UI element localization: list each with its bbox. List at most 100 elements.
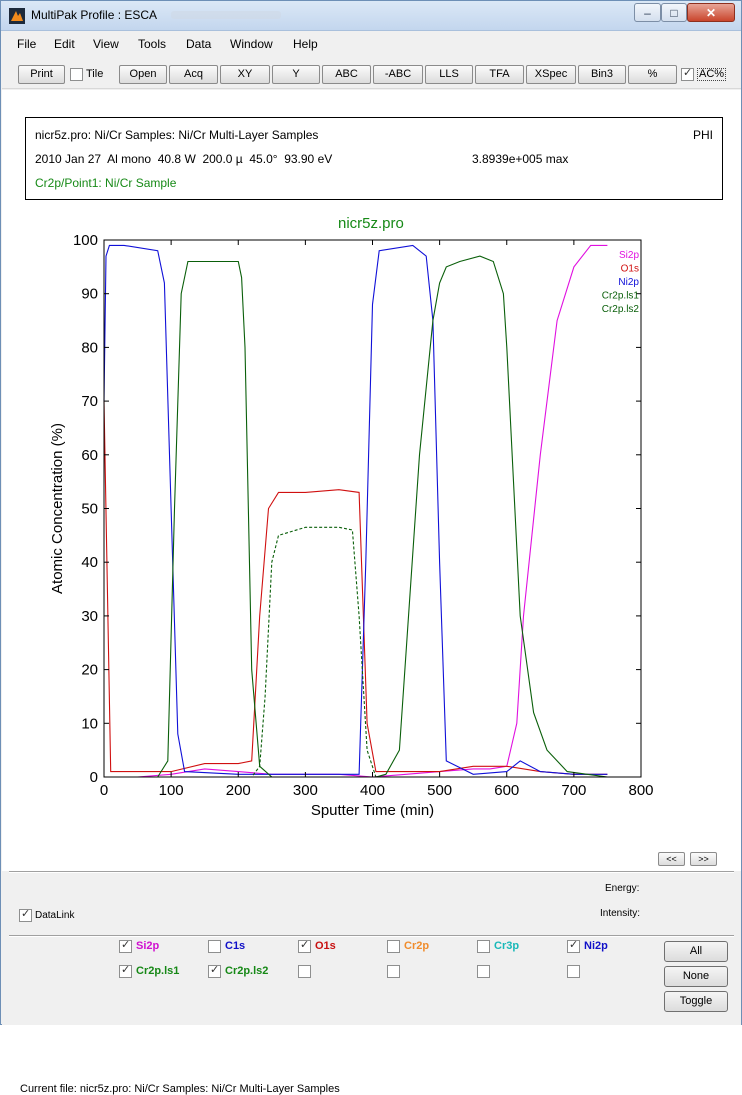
chart-title: nicr5z.pro [338, 215, 404, 232]
x-tick-label: 500 [427, 782, 452, 799]
ni2p-label: Ni2p [584, 940, 608, 952]
tile-checkbox[interactable] [70, 68, 83, 81]
all-button[interactable]: All [664, 941, 728, 962]
menu-data[interactable]: Data [186, 37, 212, 51]
legend-entry-ni2p: Ni2p [618, 277, 639, 288]
empty-2-3-checkbox[interactable] [387, 965, 400, 978]
y-tick-label: 30 [81, 608, 98, 625]
c1s-checkbox[interactable] [208, 940, 221, 953]
o1s-checkbox[interactable] [298, 938, 311, 953]
tile-label: Tile [86, 68, 104, 80]
profile-chart[interactable]: 0 100 200 300 400 500 600 700 800 0 10 20 30 40 50 60 70… [2, 90, 741, 850]
empty-2-5-checkbox[interactable] [567, 965, 580, 978]
xspec-button[interactable]: XSpec [526, 65, 576, 84]
y-tick-label: 60 [81, 447, 98, 464]
info-max: 3.8939e+005 max [472, 152, 569, 166]
info-filename: nicr5z.pro: Ni/Cr Samples: Ni/Cr Multi-L… [35, 128, 319, 142]
none-button[interactable]: None [664, 966, 728, 987]
next-button[interactable]: >> [690, 852, 717, 866]
cr2p-ls1-checkbox[interactable] [119, 963, 132, 978]
x-tick-label: 800 [628, 782, 653, 799]
y-axis-label: Atomic Concentration (%) [49, 423, 66, 594]
bottom-panel: Energy: Intensity: DataLink Si2p C1s O1s Cr… [2, 871, 741, 1095]
x-tick-label: 400 [360, 782, 385, 799]
legend-entry-si2p: Si2p [619, 250, 639, 261]
cr2p-ls2-label: Cr2p.ls2 [225, 965, 269, 977]
y-tick-label: 90 [81, 286, 98, 303]
lls-button[interactable]: LLS [425, 65, 473, 84]
o1s-label: O1s [315, 940, 336, 952]
empty-2-4-checkbox[interactable] [477, 965, 490, 978]
energy-label: Energy: [605, 883, 640, 894]
y-tick-label: 70 [81, 393, 98, 410]
cr2p-ls2-checkbox[interactable] [208, 963, 221, 978]
maximize-button[interactable]: □ [661, 3, 687, 22]
series-line-cr2p-ls2 [104, 526, 608, 778]
acq-button[interactable]: Acq [169, 65, 218, 84]
series-line-ni2p [103, 244, 608, 775]
open-button[interactable]: Open [119, 65, 167, 84]
c1s-label: C1s [225, 940, 246, 952]
menu-tools[interactable]: Tools [138, 37, 167, 51]
datalink-label: DataLink [35, 910, 75, 921]
menu-help[interactable]: Help [293, 37, 318, 51]
toggle-button[interactable]: Toggle [664, 991, 728, 1012]
middle-divider [9, 935, 734, 937]
x-tick-label: 700 [561, 782, 586, 799]
y-tick-label: 10 [81, 715, 98, 732]
maximize-icon: □ [670, 6, 678, 20]
cr2p-checkbox[interactable] [387, 940, 400, 953]
menu-view[interactable]: View [93, 37, 119, 51]
ni2p-checkbox[interactable] [567, 938, 580, 953]
y-tick-label: 50 [81, 501, 98, 518]
series-line-cr2p-ls1 [104, 255, 608, 778]
xy-button[interactable]: XY [220, 65, 270, 84]
title-bar[interactable]: MultiPak Profile : ESCA – □ ✕ [1, 1, 741, 31]
menu-edit[interactable]: Edit [54, 37, 75, 51]
datalink-checkbox[interactable] [19, 907, 32, 922]
legend-entry-cr2p-ls1: Cr2p.ls1 [602, 291, 640, 302]
y-tick-label: 80 [81, 339, 98, 356]
intensity-label: Intensity: [600, 908, 641, 919]
menu-file[interactable]: File [17, 37, 37, 51]
close-button[interactable]: ✕ [687, 3, 735, 22]
blurred-title-region [171, 11, 281, 19]
status-current-file: Current file: nicr5z.pro: Ni/Cr Samples:… [20, 1083, 340, 1095]
menu-window[interactable]: Window [230, 37, 273, 51]
series-line-o1s [103, 401, 608, 775]
menu-bar: File Edit View Tools Data Window Help [2, 32, 741, 56]
minus-abc-button[interactable]: -ABC [373, 65, 423, 84]
close-icon: ✕ [705, 6, 717, 20]
window-title: MultiPak Profile : ESCA [31, 8, 158, 22]
bin3-button[interactable]: Bin3 [578, 65, 626, 84]
percent-button[interactable]: % [628, 65, 677, 84]
ac-percent-checkbox[interactable] [681, 66, 694, 81]
ac-percent-label: AC% [697, 68, 727, 81]
minimize-button[interactable]: – [634, 3, 661, 22]
print-button[interactable]: Print [18, 65, 65, 84]
info-region: Cr2p/Point1: Ni/Cr Sample [35, 176, 177, 190]
cr3p-checkbox[interactable] [477, 940, 490, 953]
legend-entry-o1s: O1s [621, 264, 639, 275]
legend-entry-cr2p-ls2: Cr2p.ls2 [602, 304, 640, 315]
x-axis-label: Sputter Time (min) [311, 802, 434, 819]
info-acquisition: 2010 Jan 27 Al mono 40.8 W 200.0 µ 45.0°… [35, 152, 333, 166]
si2p-label: Si2p [136, 940, 160, 952]
previous-button[interactable]: << [658, 852, 685, 866]
abc-button[interactable]: ABC [322, 65, 371, 84]
y-button[interactable]: Y [272, 65, 320, 84]
y-tick-label: 0 [90, 769, 98, 786]
x-tick-label: 100 [159, 782, 184, 799]
info-box: nicr5z.pro: Ni/Cr Samples: Ni/Cr Multi-L… [25, 117, 723, 200]
cr2p-ls1-label: Cr2p.ls1 [136, 965, 180, 977]
app-logo-icon [9, 8, 25, 24]
tfa-button[interactable]: TFA [475, 65, 524, 84]
si2p-checkbox[interactable] [119, 938, 132, 953]
x-tick-label: 200 [226, 782, 251, 799]
info-phi: PHI [692, 128, 713, 142]
x-tick-label: 0 [100, 782, 108, 799]
app-window: MultiPak Profile : ESCA – □ ✕ File Edit … [0, 0, 742, 1025]
empty-2-2-checkbox[interactable] [298, 965, 311, 978]
cr3p-label: Cr3p [494, 940, 520, 952]
x-tick-label: 600 [494, 782, 519, 799]
